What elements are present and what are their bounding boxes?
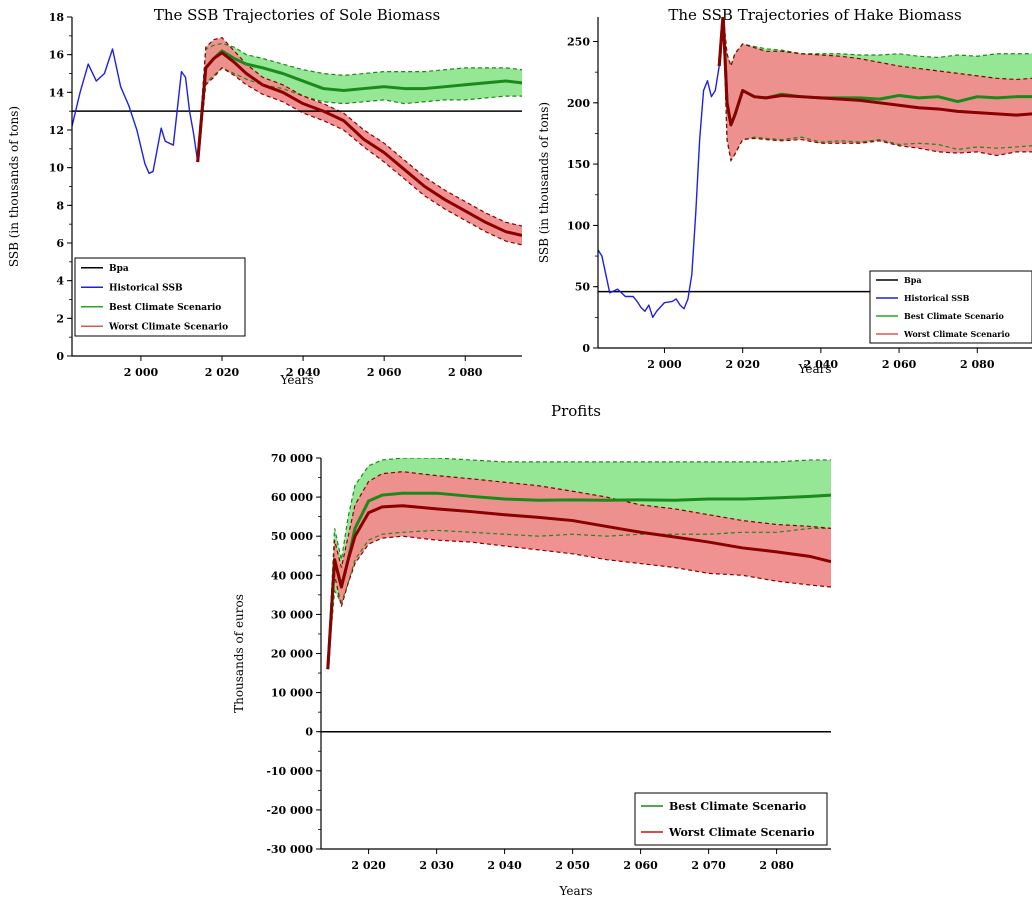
x-tick-label: 2 080 [960, 358, 995, 371]
y-tick-label: 4 [56, 275, 64, 288]
x-tick-label: 2 040 [487, 859, 522, 872]
x-tick-label: 2 020 [725, 358, 760, 371]
legend-entry: Best Climate Scenario [109, 303, 221, 313]
band-upper-line [327, 471, 831, 670]
chart-title: Profits [551, 402, 601, 420]
x-tick-label: 2 030 [419, 859, 454, 872]
band-upper-line [327, 458, 831, 670]
series-line [72, 48, 199, 175]
x-tick-label: 2 070 [691, 859, 726, 872]
x-axis-label: Years [797, 362, 831, 376]
x-axis-label: Years [279, 373, 313, 387]
legend-entry: Worst Climate Scenario [108, 322, 228, 332]
y-tick-label: 14 [49, 86, 65, 99]
y-tick-label: 40 000 [271, 569, 313, 582]
y-tick-label: 20 000 [271, 648, 313, 661]
series-line [598, 65, 720, 319]
legend-entry: Worst Climate Scenario [903, 329, 1011, 339]
y-tick-label: 70 000 [271, 452, 313, 465]
band-lower-line [197, 67, 522, 163]
sole-ssb-chart: The SSB Trajectories of Sole Biomass 0 2 4 6… [7, 6, 522, 387]
y-tick-label: 0 [582, 342, 590, 355]
y-tick-label: 12 [49, 124, 64, 137]
x-tick-label: 2 060 [882, 358, 917, 371]
y-tick-label: -10 000 [266, 765, 313, 778]
x-axis-label: Years [558, 884, 592, 898]
confidence-band [719, 17, 1032, 161]
y-axis-label: SSB (in thousands of tons) [537, 102, 551, 263]
legend-entry: Bpa [904, 275, 922, 285]
y-tick-label: 50 [575, 281, 591, 294]
chart-legend: Best Climate Scenario Worst Climate Scena… [634, 792, 828, 846]
x-tick-label: 2 000 [647, 358, 682, 371]
series-line [326, 504, 831, 670]
y-tick-label: 150 [567, 158, 590, 171]
y-tick-label: 50 000 [271, 530, 313, 543]
x-tick-label: 2 080 [448, 366, 483, 379]
x-tick-label: 2 020 [351, 859, 386, 872]
band-upper-line [197, 37, 522, 227]
x-tick-label: 2 040 [286, 366, 321, 379]
legend-entry: Best Climate Scenario [904, 311, 1004, 321]
y-tick-label: 30 000 [271, 608, 313, 621]
x-tick-label: 2 020 [205, 366, 240, 379]
chart-legend: Bpa Historical SSB Best Climate Scenario Wo… [74, 257, 246, 337]
profits-chart: Profits -30 000 -20 000 -10 000 0 10 000 20 00… [232, 402, 831, 898]
y-axis-label: Thousands of euros [232, 594, 246, 713]
band-upper-line [197, 42, 522, 163]
y-tick-label: 16 [49, 49, 65, 62]
legend-entry: Best Climate Scenario [669, 800, 806, 813]
legend-entry: Historical SSB [109, 283, 183, 293]
legend-entry: Historical SSB [904, 293, 970, 303]
y-tick-label: -20 000 [266, 804, 313, 817]
band-lower-line [327, 527, 831, 670]
chart-title: The SSB Trajectories of Sole Biomass [154, 6, 440, 24]
x-tick-label: 2 060 [367, 366, 402, 379]
hake-chart-panel: The SSB Trajectories of Hake Biomass 0 50 1… [530, 0, 1032, 395]
y-tick-label: 0 [305, 726, 313, 739]
band-lower-line [718, 17, 1032, 163]
series-line [196, 51, 522, 237]
y-tick-label: 18 [49, 11, 65, 24]
band-upper-line [718, 17, 1032, 81]
y-tick-label: 100 [567, 219, 590, 232]
series-line [196, 49, 522, 163]
x-tick-label: 2 080 [759, 859, 794, 872]
legend-entry: Worst Climate Scenario [668, 826, 815, 839]
y-tick-label: 0 [56, 350, 64, 363]
y-tick-label: 250 [567, 36, 590, 49]
band-lower-line [327, 535, 831, 670]
y-tick-label: 8 [56, 199, 64, 212]
x-tick-label: 2 050 [555, 859, 590, 872]
y-tick-label: 10 [49, 162, 65, 175]
x-tick-label: 2 060 [623, 859, 658, 872]
y-tick-label: 60 000 [271, 491, 313, 504]
series-line [717, 17, 1032, 127]
x-tick-label: 2 000 [124, 366, 159, 379]
band-lower-line [718, 17, 1032, 163]
band-upper-line [718, 17, 1032, 69]
y-tick-label: 200 [567, 97, 590, 110]
chart-title: The SSB Trajectories of Hake Biomass [668, 6, 961, 24]
y-tick-label: -30 000 [266, 843, 313, 856]
sole-chart-panel: The SSB Trajectories of Sole Biomass 0 2 4 6… [0, 0, 530, 395]
y-tick-label: 6 [56, 237, 64, 250]
confidence-band [327, 471, 831, 670]
y-axis-label: SSB (in thousands of tons) [7, 106, 21, 267]
chart-legend: Bpa Historical SSB Best Climate Scenario Wo… [869, 270, 1032, 344]
profits-chart-panel: Profits -30 000 -20 000 -10 000 0 10 000 20 00… [225, 400, 855, 899]
band-lower-line [197, 67, 522, 246]
y-tick-label: 10 000 [271, 687, 313, 700]
y-tick-label: 2 [56, 312, 64, 325]
hake-ssb-chart: The SSB Trajectories of Hake Biomass 0 50 1… [537, 6, 1032, 376]
x-tick-label: 2 040 [804, 358, 839, 371]
legend-entry: Bpa [109, 264, 129, 274]
